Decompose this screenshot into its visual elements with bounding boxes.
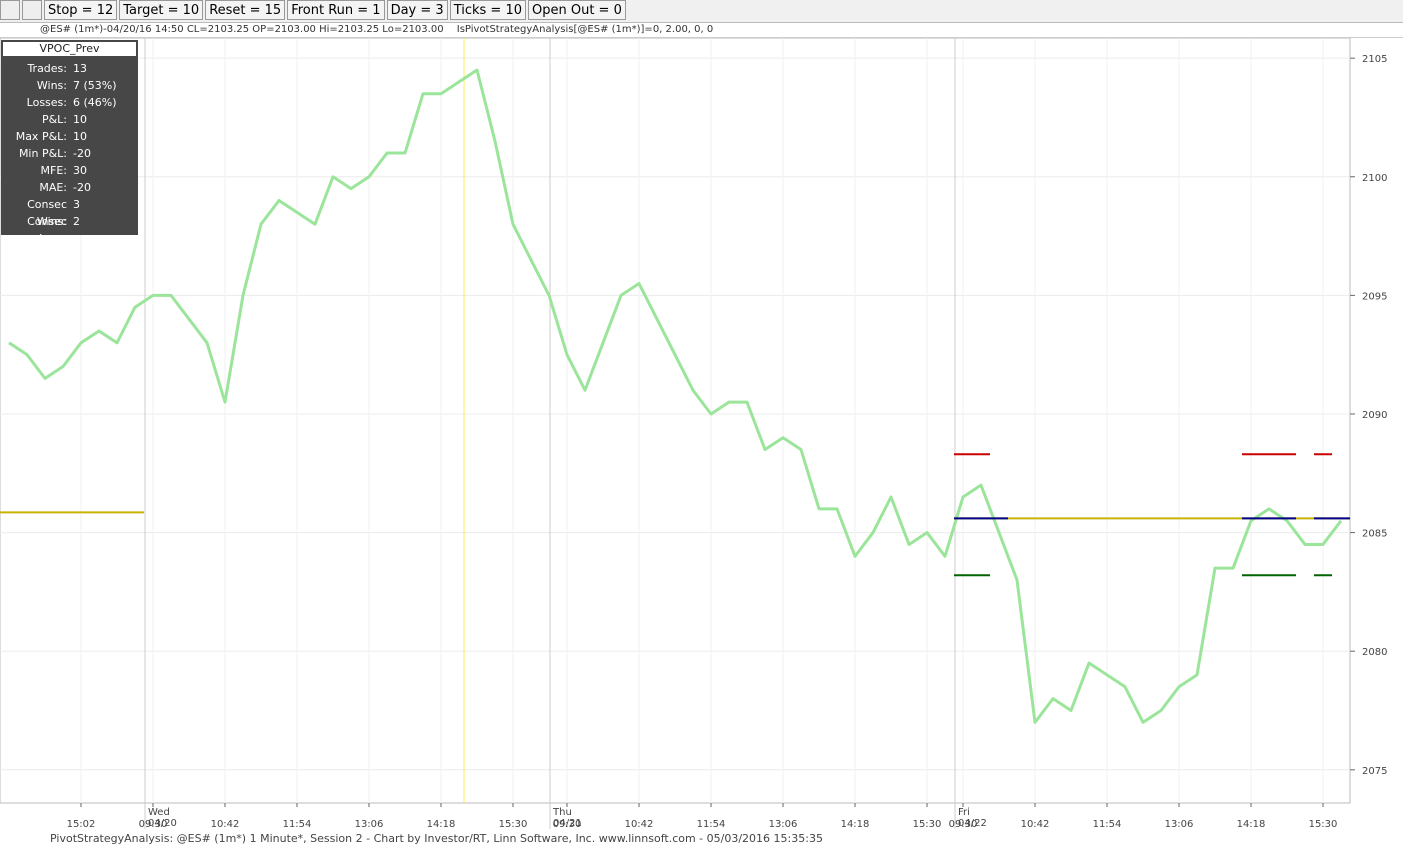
symbol-info: @ES# (1m*)-04/20/16 14:50 CL=2103.25 OP=… — [40, 24, 444, 35]
x-tick-label: 15:02 — [67, 819, 96, 830]
toolbar-button[interactable]: Ticks = 10 — [449, 0, 526, 20]
plot-area — [0, 38, 1351, 804]
x-tick-label: 14:18 — [841, 819, 870, 830]
stats-row: Wins: 7 (53%) — [1, 77, 138, 94]
x-tick-label: 15:30 — [499, 819, 528, 830]
stats-label: Losses: — [26, 96, 67, 109]
x-tick-label: 13:06 — [769, 819, 798, 830]
stats-value: -20 — [73, 181, 91, 194]
stats-value: 30 — [73, 164, 87, 177]
y-tick-label: 2085 — [1362, 529, 1387, 540]
stats-label: Consec Wins: — [27, 198, 67, 228]
stats-row: Losses: 6 (46%) — [1, 94, 138, 111]
stats-label: Max P&L: — [15, 130, 67, 143]
x-tick-label: 10:42 — [1021, 819, 1050, 830]
toolbar-button[interactable]: Day = 3 — [386, 0, 448, 20]
indicator-info: IsPivotStrategyAnalysis[@ES# (1m*)]=0, 2… — [456, 24, 714, 35]
stats-value: -20 — [73, 147, 91, 160]
footer: PivotStrategyAnalysis: @ES# (1m*) 1 Minu… — [50, 832, 823, 845]
day-label: Fri — [958, 807, 970, 818]
chart-icon[interactable] — [22, 0, 42, 20]
y-tick-label: 2095 — [1362, 291, 1387, 302]
y-tick-label: 2100 — [1362, 173, 1387, 184]
toolbar-button[interactable]: Front Run = 1 — [287, 0, 385, 20]
x-tick-label: 15:30 — [913, 819, 942, 830]
stats-value: 2 — [73, 215, 80, 228]
x-tick-label: 09:30 — [139, 819, 168, 830]
stats-value: 10 — [73, 113, 87, 126]
toolbar: Stop = 12 Target = 10 Reset = 15 Front Run … — [0, 0, 1403, 23]
day-label: Wed — [148, 807, 170, 818]
stats-label: MAE: — [39, 181, 67, 194]
date-label: 04/20 — [148, 818, 177, 829]
toolbar-button[interactable]: Target = 10 — [119, 0, 204, 20]
chart: 2075 2080 2085 2090 2095 2100 2105 15:02 09:30 10… — [0, 38, 1387, 830]
x-tick-label: 10:42 — [211, 819, 240, 830]
x-tick-label: 15:30 — [1309, 819, 1338, 830]
date-label: 04/22 — [958, 818, 987, 829]
stats-value: 13 — [73, 62, 87, 75]
toolbar-button[interactable]: Open Out = 0 — [528, 0, 626, 20]
date-label: 04/21 — [553, 818, 582, 829]
stats-label: P&L: — [41, 113, 67, 126]
x-tick-label: 13:06 — [355, 819, 384, 830]
stats-title: VPOC_Prev — [3, 42, 136, 56]
stats-row: Min P&L: -20 — [1, 145, 138, 162]
stats-row: MAE: -20 — [1, 179, 138, 196]
x-tick-label: 13:06 — [1165, 819, 1194, 830]
x-tick-label: 11:54 — [283, 819, 312, 830]
stats-row: MFE: 30 — [1, 162, 138, 179]
stats-value: 7 (53%) — [73, 79, 117, 92]
stats-row: Consec Wins: 3 — [1, 196, 138, 228]
menu-icon[interactable] — [0, 0, 20, 20]
x-tick-label: 11:54 — [697, 819, 726, 830]
stats-panel: VPOC_Prev Trades: 13 Wins: 7 (53%) Losses: 6 … — [1, 40, 138, 245]
stats-label: Min P&L: — [18, 147, 67, 160]
stats-row: Trades: 13 — [1, 60, 138, 77]
stats-value: 3 — [73, 198, 80, 211]
x-tick-label: 11:54 — [1093, 819, 1122, 830]
stats-label: Consec Loss: — [27, 215, 67, 245]
stats-value: 6 (46%) — [73, 96, 117, 109]
y-tick-label: 2105 — [1362, 54, 1387, 65]
info-bar: @ES# (1m*)-04/20/16 14:50 CL=2103.25 OP=… — [0, 23, 1403, 38]
stats-row: Consec Loss: 2 — [1, 213, 138, 245]
x-tick-label: 14:18 — [427, 819, 456, 830]
y-tick-label: 2075 — [1362, 766, 1387, 777]
day-label: Thu — [552, 807, 572, 818]
x-tick-label: 09:30 — [553, 819, 582, 830]
price-line — [8, 68, 1343, 724]
stats-label: Trades: — [27, 62, 67, 75]
x-tick-label: 14:18 — [1237, 819, 1266, 830]
y-tick-label: 2090 — [1362, 410, 1387, 421]
stats-label: Wins: — [36, 79, 67, 92]
stats-row: Max P&L: 10 — [1, 128, 138, 145]
y-tick-label: 2080 — [1362, 647, 1387, 658]
stats-value: 10 — [73, 130, 87, 143]
stats-row: P&L: 10 — [1, 111, 138, 128]
toolbar-button[interactable]: Stop = 12 — [44, 0, 118, 20]
stats-label: MFE: — [40, 164, 67, 177]
x-tick-label: 10:42 — [625, 819, 654, 830]
x-tick-label: 09:30 — [949, 819, 978, 830]
toolbar-button[interactable]: Reset = 15 — [205, 0, 286, 20]
